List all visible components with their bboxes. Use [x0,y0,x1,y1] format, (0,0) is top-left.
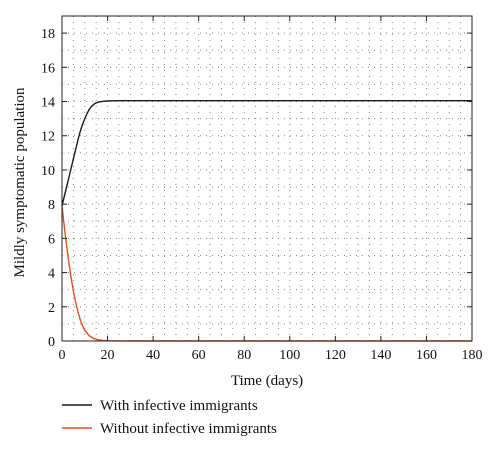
y-tick-label: 10 [41,164,55,179]
axis-ticks: 0 20 40 60 80 100 120 140 160 180 0 2 4 6 8 10 12 14 16 18 [41,16,483,363]
x-axis-title: Time (days) [231,373,303,389]
series-line-with-infective-immigrants [61,99,472,207]
x-tick-label: 160 [416,348,437,363]
plot-frame [61,15,473,342]
y-tick-label: 2 [48,301,55,316]
y-tick-label: 12 [41,130,55,145]
y-axis-title: Mildly symptomatic population [12,87,28,277]
x-tick-label: 180 [462,348,483,363]
y-tick-label: 6 [48,232,55,247]
x-tick-label: 20 [101,348,115,363]
x-tick-label: 0 [59,348,66,363]
legend-label-with-infective-immigrants: With infective immigrants [100,398,258,414]
x-tick-label: 100 [279,348,300,363]
y-tick-label: 8 [48,198,55,213]
x-tick-label: 120 [325,348,346,363]
y-tick-label: 0 [48,335,55,350]
x-tick-label: 140 [370,348,391,363]
legend-label-without-infective-immigrants: Without infective immigrants [100,421,277,437]
x-tick-label: 80 [237,348,251,363]
y-tick-label: 4 [48,267,55,282]
x-tick-label: 60 [192,348,206,363]
y-tick-label: 14 [41,96,55,111]
x-tick-label: 40 [146,348,160,363]
grid [62,16,472,341]
y-tick-label: 16 [41,61,55,76]
legend: With infective immigrants Without infect… [62,398,277,437]
y-tick-label: 18 [41,27,55,42]
